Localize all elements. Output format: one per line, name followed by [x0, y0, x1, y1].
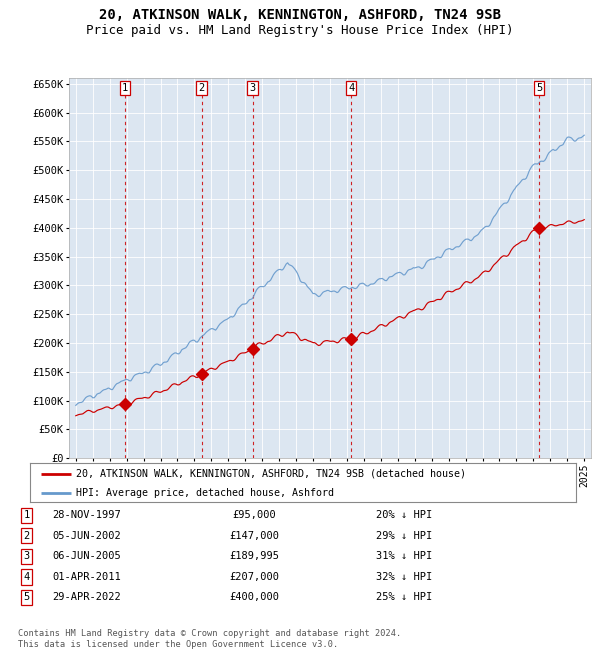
Text: 32% ↓ HPI: 32% ↓ HPI [376, 572, 432, 582]
Text: 4: 4 [348, 83, 355, 92]
Text: £400,000: £400,000 [229, 593, 279, 603]
Text: HPI: Average price, detached house, Ashford: HPI: Average price, detached house, Ashf… [76, 488, 334, 498]
Text: £207,000: £207,000 [229, 572, 279, 582]
Text: 01-APR-2011: 01-APR-2011 [53, 572, 121, 582]
Text: £189,995: £189,995 [229, 551, 279, 562]
Text: 1: 1 [23, 510, 29, 520]
Text: 1: 1 [122, 83, 128, 92]
Text: 2: 2 [23, 531, 29, 541]
Text: 2: 2 [199, 83, 205, 92]
Text: Contains HM Land Registry data © Crown copyright and database right 2024.
This d: Contains HM Land Registry data © Crown c… [18, 629, 401, 649]
Text: 29-APR-2022: 29-APR-2022 [53, 593, 121, 603]
Text: 5: 5 [23, 593, 29, 603]
Text: 20, ATKINSON WALK, KENNINGTON, ASHFORD, TN24 9SB (detached house): 20, ATKINSON WALK, KENNINGTON, ASHFORD, … [76, 469, 466, 478]
Text: 4: 4 [23, 572, 29, 582]
Text: 20% ↓ HPI: 20% ↓ HPI [376, 510, 432, 520]
Text: 31% ↓ HPI: 31% ↓ HPI [376, 551, 432, 562]
Text: 3: 3 [23, 551, 29, 562]
Text: 25% ↓ HPI: 25% ↓ HPI [376, 593, 432, 603]
Text: £147,000: £147,000 [229, 531, 279, 541]
Text: 20, ATKINSON WALK, KENNINGTON, ASHFORD, TN24 9SB: 20, ATKINSON WALK, KENNINGTON, ASHFORD, … [99, 8, 501, 22]
Text: 05-JUN-2002: 05-JUN-2002 [53, 531, 121, 541]
Text: 5: 5 [536, 83, 542, 92]
Text: 29% ↓ HPI: 29% ↓ HPI [376, 531, 432, 541]
Text: 3: 3 [250, 83, 256, 92]
Text: £95,000: £95,000 [232, 510, 276, 520]
Text: 06-JUN-2005: 06-JUN-2005 [53, 551, 121, 562]
Text: 28-NOV-1997: 28-NOV-1997 [53, 510, 121, 520]
Text: Price paid vs. HM Land Registry's House Price Index (HPI): Price paid vs. HM Land Registry's House … [86, 24, 514, 37]
